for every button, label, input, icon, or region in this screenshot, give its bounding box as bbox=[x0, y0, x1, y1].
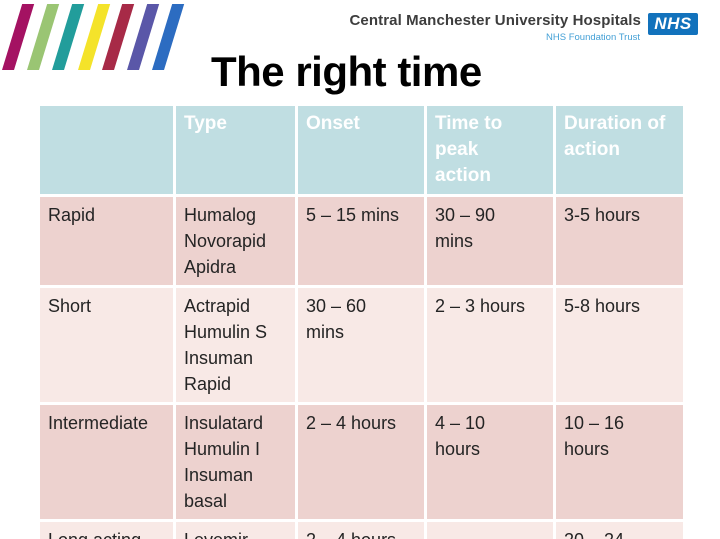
category-cell: Long acting bbox=[37, 519, 176, 539]
col-header-onset: Onset bbox=[295, 103, 427, 197]
trust-subtitle: NHS Foundation Trust bbox=[546, 32, 640, 43]
peak-cell: 30 – 90 mins bbox=[424, 194, 556, 288]
trust-brand: Central Manchester University Hospitals … bbox=[350, 12, 698, 43]
onset-cell: 5 – 15 mins bbox=[295, 194, 427, 288]
peak-cell: 2 – 3 hours bbox=[424, 285, 556, 405]
insulin-times-table: Type Onset Time to peak action Duration … bbox=[37, 103, 686, 539]
table-header-row: Type Onset Time to peak action Duration … bbox=[37, 103, 686, 197]
peak-cell: 4 – 10 hours bbox=[424, 402, 556, 522]
table-row-intermediate: Intermediate Insulatard Humulin I Insuma… bbox=[37, 402, 686, 522]
category-cell: Rapid bbox=[37, 194, 176, 288]
slide-title: The right time bbox=[211, 48, 482, 95]
col-header-duration: Duration of action bbox=[553, 103, 686, 197]
table-row-rapid: Rapid Humalog Novorapid Apidra 5 – 15 mi… bbox=[37, 194, 686, 288]
onset-cell: 30 – 60 mins bbox=[295, 285, 427, 405]
type-cell: Humalog Novorapid Apidra bbox=[173, 194, 298, 288]
stripe-blue-icon bbox=[152, 4, 185, 70]
category-cell: Short bbox=[37, 285, 176, 405]
table-row-long-acting: Long acting Levemir Lantus 2 – 4 hours 2… bbox=[37, 519, 686, 539]
col-header-category bbox=[37, 103, 176, 197]
category-cell: Intermediate bbox=[37, 402, 176, 522]
onset-cell: 2 – 4 hours bbox=[295, 402, 427, 522]
onset-cell: 2 – 4 hours bbox=[295, 519, 427, 539]
peak-cell bbox=[424, 519, 556, 539]
type-cell: Actrapid Humulin S Insuman Rapid bbox=[173, 285, 298, 405]
duration-cell: 5-8 hours bbox=[553, 285, 686, 405]
type-cell: Insulatard Humulin I Insuman basal bbox=[173, 402, 298, 522]
col-header-type: Type bbox=[173, 103, 298, 197]
table-row-short: Short Actrapid Humulin S Insuman Rapid 3… bbox=[37, 285, 686, 405]
trust-brand-text: Central Manchester University Hospitals … bbox=[350, 12, 642, 43]
type-cell: Levemir Lantus bbox=[173, 519, 298, 539]
nhs-stripes-logo bbox=[2, 4, 192, 70]
duration-cell: 3-5 hours bbox=[553, 194, 686, 288]
duration-cell: 10 – 16 hours bbox=[553, 402, 686, 522]
trust-name: Central Manchester University Hospitals bbox=[349, 12, 641, 29]
duration-cell: 20 – 24 hours bbox=[553, 519, 686, 539]
col-header-peak: Time to peak action bbox=[424, 103, 556, 197]
nhs-logo: NHS bbox=[648, 13, 698, 35]
stripe-teal-icon bbox=[52, 4, 85, 70]
